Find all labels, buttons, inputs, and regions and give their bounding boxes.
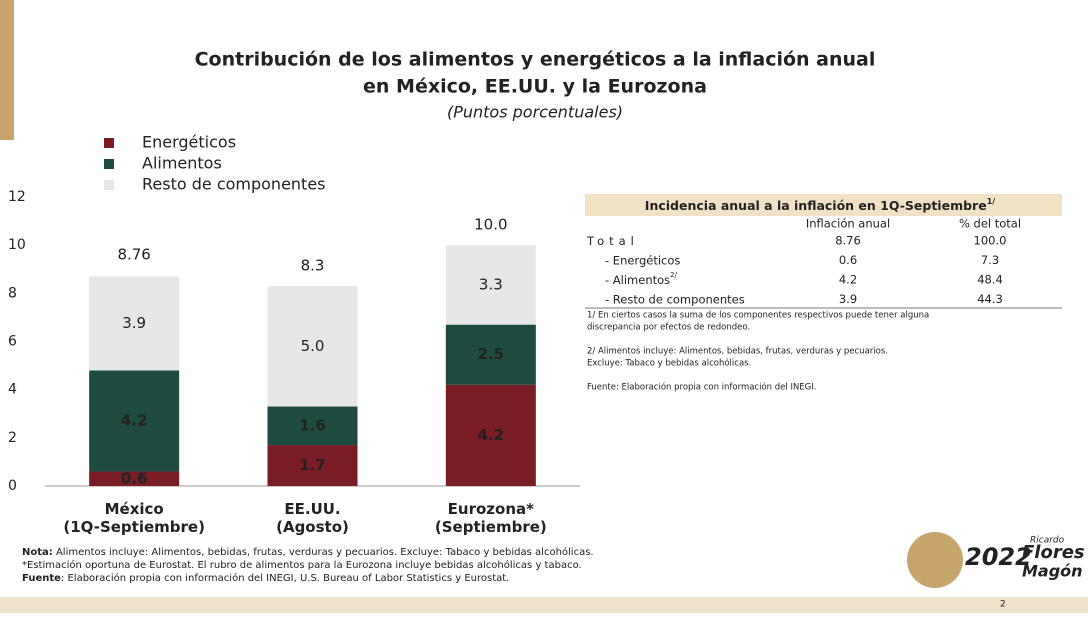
data-label: 1.6 bbox=[299, 416, 326, 434]
logo-name: Ricardo bbox=[1030, 536, 1065, 546]
footnote: *Estimación oportuna de Eurostat. El rub… bbox=[22, 559, 582, 571]
table-col-header: Inflación anual bbox=[806, 217, 890, 231]
legend-label: Energéticos bbox=[142, 133, 236, 152]
legend-swatch bbox=[104, 159, 114, 169]
total-label: 10.0 bbox=[474, 216, 507, 234]
table-cell: 44.3 bbox=[977, 292, 1003, 306]
table-header-bg bbox=[585, 194, 1062, 216]
chart-subtitle: (Puntos porcentuales) bbox=[447, 103, 623, 122]
footer-strip bbox=[0, 597, 1088, 613]
table-title-text: Incidencia anual a la inflación en 1Q-Se… bbox=[645, 198, 987, 213]
table-title-note: 1/ bbox=[987, 197, 996, 206]
bar-segment bbox=[89, 276, 180, 371]
footnote-text: : Elaboración propia con información del… bbox=[61, 572, 509, 584]
table-row-label: - Energéticos bbox=[605, 253, 680, 267]
y-tick-label: 10 bbox=[8, 237, 26, 253]
logo-name: Flores bbox=[1022, 542, 1085, 563]
table-cell: 3.9 bbox=[839, 292, 857, 306]
footnote: Nota: Alimentos incluye: Alimentos, bebi… bbox=[22, 546, 594, 558]
legend-label: Resto de componentes bbox=[142, 175, 326, 194]
y-tick-label: 12 bbox=[8, 189, 26, 205]
data-label: 4.2 bbox=[121, 411, 148, 429]
logo-portrait bbox=[907, 532, 963, 588]
data-label: 4.2 bbox=[478, 426, 505, 444]
x-tick-label: EE.UU. (Agosto) bbox=[276, 500, 349, 536]
y-tick-label: 2 bbox=[8, 430, 17, 446]
footnote-text: Alimentos incluye: Alimentos, bebidas, f… bbox=[53, 546, 594, 558]
y-tick-label: 6 bbox=[8, 334, 17, 350]
logo-year: 2022 bbox=[965, 543, 1032, 571]
table-cell: 48.4 bbox=[977, 273, 1003, 287]
table-row-label-text: - Alimentos bbox=[605, 273, 670, 287]
table-row-label-text: - Energéticos bbox=[605, 253, 680, 267]
bar-segment bbox=[267, 286, 358, 407]
y-tick-label: 4 bbox=[8, 382, 17, 398]
legend-swatch bbox=[104, 180, 114, 190]
table-row-label: Total bbox=[586, 234, 639, 248]
table-cell: 8.76 bbox=[835, 234, 861, 248]
table-row-label-text: - Resto de componentes bbox=[605, 292, 745, 306]
data-label: 3.9 bbox=[122, 314, 146, 332]
table-note: 2/ Alimentos incluye: Alimentos, bebidas… bbox=[587, 347, 888, 357]
bar-segment bbox=[267, 406, 358, 446]
table-cell: 0.6 bbox=[839, 253, 857, 267]
bar-segment bbox=[89, 370, 180, 472]
bar-segment bbox=[445, 245, 536, 325]
bar-segment bbox=[445, 324, 536, 385]
footnote-label: Fuente bbox=[22, 573, 61, 584]
bar-segment bbox=[267, 445, 358, 486]
table-row-note: 2/ bbox=[670, 271, 677, 279]
data-label: 1.7 bbox=[299, 456, 326, 474]
table-col-header: % del total bbox=[959, 217, 1021, 231]
table-cell: 100.0 bbox=[974, 234, 1007, 248]
table-note: Fuente: Elaboración propia con informaci… bbox=[587, 382, 816, 393]
total-label: 8.3 bbox=[301, 257, 325, 275]
table-note: 1/ En ciertos casos la suma de los compo… bbox=[587, 311, 929, 321]
table-note: discrepancia por efectos de redondeo. bbox=[587, 323, 750, 333]
table-cell: 7.3 bbox=[981, 253, 999, 267]
legend-swatch bbox=[104, 138, 114, 148]
logo-name: Magón bbox=[1022, 562, 1083, 581]
data-label: 5.0 bbox=[301, 337, 325, 355]
bar-segment bbox=[445, 384, 536, 486]
footnote-text: *Estimación oportuna de Eurostat. El rub… bbox=[22, 559, 582, 571]
table-row-label: - Alimentos2/ bbox=[605, 271, 678, 287]
footnote: Fuente: Elaboración propia con informaci… bbox=[22, 572, 509, 584]
data-label: 0.6 bbox=[121, 469, 148, 487]
accent-bar bbox=[0, 0, 14, 140]
legend-label: Alimentos bbox=[142, 154, 222, 173]
x-tick-label: Eurozona* (Septiembre) bbox=[435, 500, 547, 536]
y-tick-label: 8 bbox=[8, 285, 17, 301]
table-row-label-text: Total bbox=[586, 234, 639, 248]
total-label: 8.76 bbox=[117, 246, 150, 264]
bar-segment bbox=[89, 471, 180, 486]
chart-title: Contribución de los alimentos y energéti… bbox=[195, 49, 876, 71]
data-label: 3.3 bbox=[479, 275, 503, 293]
table-cell: 4.2 bbox=[839, 273, 857, 287]
table-note: Excluye: Tabaco y bebidas alcohólicas. bbox=[587, 358, 751, 369]
y-tick-label: 0 bbox=[8, 478, 17, 494]
chart-title: en México, EE.UU. y la Eurozona bbox=[363, 76, 707, 98]
page-number: 2 bbox=[1000, 600, 1006, 610]
footnote-label: Nota: bbox=[22, 547, 53, 558]
table-row-label: - Resto de componentes bbox=[605, 292, 745, 306]
data-label: 2.5 bbox=[478, 345, 505, 363]
table-title: Incidencia anual a la inflación en 1Q-Se… bbox=[645, 197, 995, 213]
x-tick-label: México (1Q-Septiembre) bbox=[63, 500, 205, 536]
